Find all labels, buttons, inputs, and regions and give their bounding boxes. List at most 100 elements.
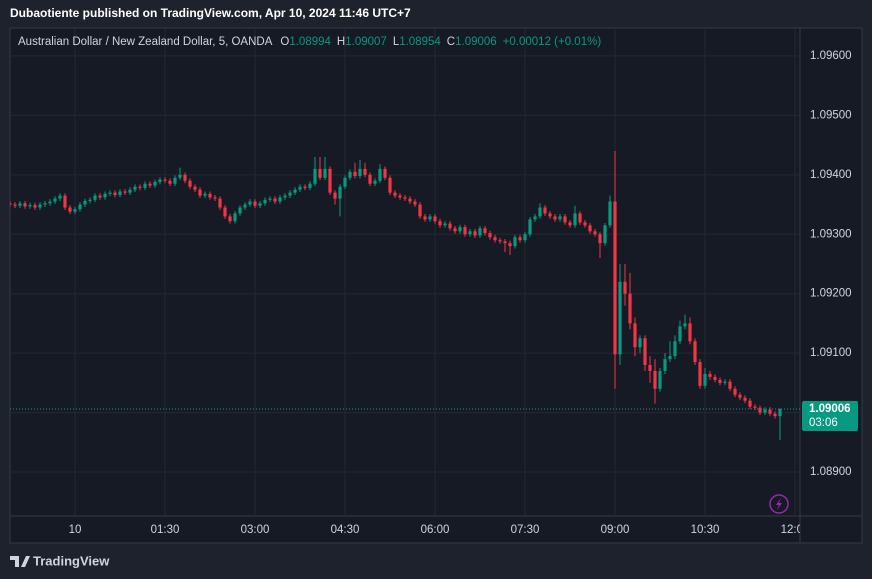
chart-area <box>9 27 863 544</box>
price-badge-value: 1.09006 <box>809 403 851 415</box>
candle-body <box>353 171 357 177</box>
legend-ohlc-value: 1.08994 <box>289 36 331 48</box>
candle-body <box>48 201 52 204</box>
candle-body <box>508 243 512 247</box>
candle-body <box>713 376 717 380</box>
candle-body <box>73 209 77 212</box>
candle-body <box>663 359 667 371</box>
candle-body <box>658 370 662 389</box>
candle-body <box>153 181 157 186</box>
candle-body <box>383 168 387 178</box>
candle-body <box>573 213 577 226</box>
candles <box>10 151 800 440</box>
candle-body <box>633 323 637 348</box>
candle-body <box>698 362 702 386</box>
candle-body <box>358 168 362 177</box>
axes: 1.09600 1.09500 1.09400 1.09300 1.09200 1.091… <box>802 50 858 478</box>
candle-body <box>538 207 542 217</box>
candle-body <box>558 216 562 220</box>
candle-body <box>243 204 247 208</box>
candle-body <box>298 186 302 190</box>
candle-body <box>778 409 782 417</box>
candle-body <box>413 201 417 205</box>
alert-icon[interactable] <box>769 494 789 514</box>
candle-body <box>708 373 712 377</box>
candle-body <box>673 341 677 357</box>
x-tick-label: 07:30 <box>511 524 540 536</box>
candle-body <box>593 231 597 235</box>
candle-body <box>343 177 347 187</box>
candle-body <box>613 201 617 355</box>
candle-body <box>148 183 152 186</box>
candle-body <box>203 193 207 196</box>
candle-body <box>113 192 117 196</box>
candle-body <box>158 179 162 182</box>
candle-body <box>498 240 502 242</box>
candle-body <box>478 228 482 236</box>
candle-body <box>443 223 447 226</box>
candle-body <box>628 293 632 324</box>
x-tick-label: 12:00 <box>781 524 810 536</box>
candle-body <box>743 397 747 401</box>
candle-body <box>208 193 212 198</box>
x-tick-label: 04:30 <box>331 524 360 536</box>
candle-body <box>323 168 327 178</box>
candle-body <box>608 201 612 226</box>
candle-body <box>388 177 392 193</box>
candle-body <box>418 204 422 217</box>
candle-body <box>583 222 587 226</box>
candle-body <box>318 168 322 178</box>
candle-body <box>458 227 462 232</box>
candle-body <box>293 189 297 193</box>
candle-body <box>283 195 287 198</box>
candle-body <box>378 168 382 181</box>
candle-body <box>18 203 22 206</box>
candle-body <box>448 223 452 229</box>
candle-body <box>193 186 197 190</box>
candle-body <box>288 192 292 196</box>
candle-body <box>238 207 242 214</box>
candle-body <box>553 216 557 220</box>
candle-body <box>643 338 647 366</box>
legend-change: +0.00012 (+0.01%) <box>503 36 602 48</box>
legend-ohlc-label: H <box>337 36 345 48</box>
candle-body <box>33 205 37 208</box>
candle-body <box>393 192 397 196</box>
candle-body <box>123 191 127 193</box>
legend-ohlc-label: C <box>447 36 455 48</box>
time-axis: 10 01:30 03:00 04:30 06:00 07:30 09:00 10:30 12:… <box>69 524 810 536</box>
candle-body <box>433 216 437 222</box>
candle-body <box>683 323 687 327</box>
candle-body <box>668 356 672 360</box>
grid <box>10 28 800 516</box>
candle-body <box>773 413 777 417</box>
x-tick-label: 10 <box>69 524 82 536</box>
candle-body <box>10 203 12 205</box>
candle-body <box>503 241 507 244</box>
y-tick-label: 1.09100 <box>810 347 852 359</box>
candle-body <box>738 394 742 398</box>
y-tick-label: 1.08900 <box>810 466 852 478</box>
candle-body <box>403 197 407 199</box>
candle-body <box>303 186 307 188</box>
candle-body <box>578 213 582 223</box>
candle-body <box>513 237 517 247</box>
legend-ohlc-value: 1.09007 <box>345 36 387 48</box>
x-tick-label: 03:00 <box>241 524 270 536</box>
candle-body <box>523 234 527 241</box>
candle-body <box>648 365 652 371</box>
candle-body <box>103 193 107 198</box>
candle-body <box>253 201 257 206</box>
candle-body <box>228 216 232 222</box>
candle-body <box>88 199 92 201</box>
candle-body <box>598 234 602 244</box>
candle-body <box>183 174 187 181</box>
candle-body <box>308 183 312 188</box>
x-tick-label: 10:30 <box>691 524 720 536</box>
candle-body <box>723 381 727 383</box>
candle-body <box>168 180 172 184</box>
candle-body <box>733 388 737 395</box>
candle-body <box>138 186 142 188</box>
candle-body <box>623 281 627 294</box>
x-tick-label: 01:30 <box>151 524 180 536</box>
